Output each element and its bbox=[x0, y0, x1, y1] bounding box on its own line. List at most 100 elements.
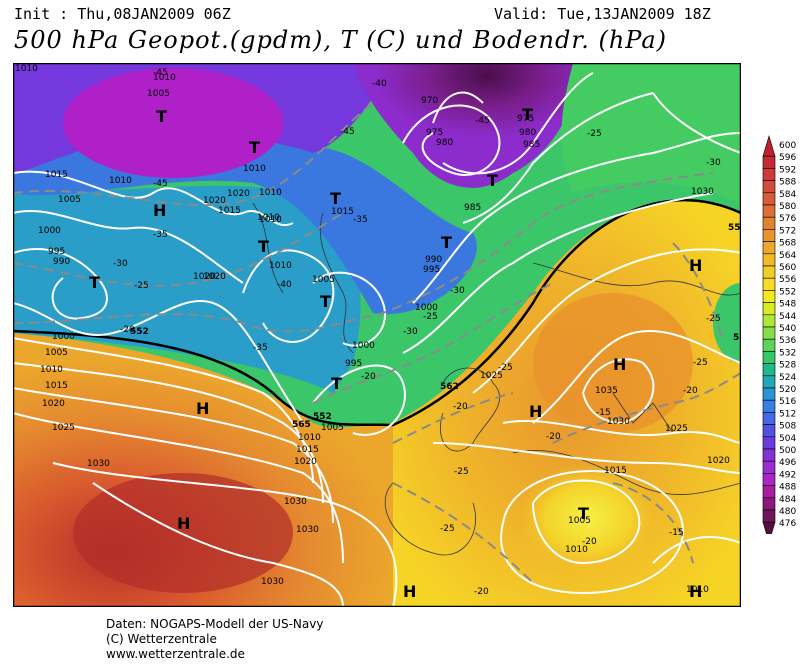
svg-text:-25: -25 bbox=[134, 281, 149, 291]
low-label: T bbox=[522, 105, 533, 124]
svg-text:-30: -30 bbox=[706, 158, 721, 168]
legend-level-label: 484 bbox=[779, 495, 796, 505]
svg-text:970: 970 bbox=[421, 96, 438, 106]
legend-swatch bbox=[762, 204, 776, 218]
svg-text:1010: 1010 bbox=[40, 365, 63, 375]
legend-level-label: 560 bbox=[779, 263, 796, 273]
svg-text:1030: 1030 bbox=[691, 187, 714, 197]
legend-swatch bbox=[762, 375, 776, 389]
footer-source: Daten: NOGAPS-Modell der US-Navy bbox=[106, 617, 324, 631]
footer-website[interactable]: www.wetterzentrale.de bbox=[106, 647, 245, 661]
high-label: H bbox=[153, 201, 166, 220]
legend-level-label: 480 bbox=[779, 507, 796, 517]
legend-level-label: 564 bbox=[779, 251, 796, 261]
legend-level-label: 552 bbox=[779, 287, 796, 297]
legend-level-label: 584 bbox=[779, 190, 796, 200]
svg-text:1015: 1015 bbox=[45, 170, 68, 180]
low-label: T bbox=[487, 171, 498, 190]
legend-level-label: 496 bbox=[779, 458, 796, 468]
svg-text:980: 980 bbox=[519, 128, 536, 138]
legend-level-label: 492 bbox=[779, 470, 796, 480]
svg-text:1010: 1010 bbox=[153, 73, 176, 83]
svg-text:-45: -45 bbox=[153, 179, 168, 189]
svg-text:-35: -35 bbox=[253, 343, 268, 353]
svg-text:-20: -20 bbox=[546, 432, 561, 442]
low-label: T bbox=[441, 233, 452, 252]
svg-text:552: 552 bbox=[313, 412, 332, 422]
svg-text:1010: 1010 bbox=[269, 261, 292, 271]
svg-text:1020: 1020 bbox=[203, 272, 226, 282]
legend-level-label: 512 bbox=[779, 409, 796, 419]
svg-text:-20: -20 bbox=[474, 587, 489, 597]
isotherm-labels: -45 -45 -35 -30 -25 -20 -40 -35 -30 -25 … bbox=[113, 68, 721, 597]
svg-text:1000: 1000 bbox=[38, 226, 61, 236]
legend-level-label: 488 bbox=[779, 483, 796, 493]
legend-level-label: 544 bbox=[779, 312, 796, 322]
legend-swatch bbox=[762, 521, 776, 534]
svg-text:1010: 1010 bbox=[109, 176, 132, 186]
svg-text:1010: 1010 bbox=[298, 433, 321, 443]
legend-swatch bbox=[762, 253, 776, 267]
svg-text:985: 985 bbox=[464, 203, 481, 213]
legend-swatch bbox=[762, 387, 776, 401]
legend-level-label: 592 bbox=[779, 165, 796, 175]
legend-swatch bbox=[762, 277, 776, 291]
legend-level-label: 536 bbox=[779, 336, 796, 346]
legend-swatch bbox=[762, 412, 776, 425]
legend-swatch bbox=[762, 473, 776, 486]
legend-swatch bbox=[762, 424, 776, 438]
svg-text:-25: -25 bbox=[587, 129, 602, 139]
svg-text:980: 980 bbox=[436, 138, 453, 148]
svg-text:552: 552 bbox=[733, 333, 741, 343]
svg-text:1020: 1020 bbox=[707, 456, 730, 466]
warm-core-east bbox=[533, 293, 693, 433]
legend-level-label: 520 bbox=[779, 385, 796, 395]
svg-text:1020: 1020 bbox=[227, 189, 250, 199]
svg-text:1015: 1015 bbox=[296, 445, 319, 455]
low-label: T bbox=[578, 504, 589, 523]
legend-swatch bbox=[762, 363, 776, 377]
svg-text:1005: 1005 bbox=[568, 516, 591, 526]
svg-text:1010: 1010 bbox=[259, 215, 282, 225]
legend-swatch bbox=[762, 180, 776, 194]
svg-text:-20: -20 bbox=[120, 325, 135, 335]
legend-swatch bbox=[762, 192, 776, 206]
svg-text:995: 995 bbox=[48, 247, 65, 257]
svg-text:-30: -30 bbox=[113, 259, 128, 269]
legend-swatch bbox=[762, 241, 776, 255]
legend-swatch bbox=[762, 509, 776, 523]
svg-text:-45: -45 bbox=[153, 68, 168, 78]
legend-level-label: 580 bbox=[779, 202, 796, 212]
valid-time: Valid: Tue,13JAN2009 18Z bbox=[494, 5, 711, 23]
legend-level-label: 568 bbox=[779, 239, 796, 249]
geopot-labels: 552 562 565 552 552 552 bbox=[130, 223, 741, 430]
svg-text:990: 990 bbox=[425, 255, 442, 265]
legend-swatch bbox=[762, 216, 776, 230]
high-label: H bbox=[613, 355, 626, 374]
legend-level-label: 576 bbox=[779, 214, 796, 224]
svg-text:-25: -25 bbox=[706, 314, 721, 324]
svg-text:1000: 1000 bbox=[52, 332, 75, 342]
init-time: Init : Thu,08JAN2009 06Z bbox=[14, 5, 231, 23]
svg-text:1020: 1020 bbox=[42, 399, 65, 409]
svg-text:990: 990 bbox=[53, 257, 70, 267]
svg-text:552: 552 bbox=[728, 223, 741, 233]
legend-level-label: 528 bbox=[779, 361, 796, 371]
legend-swatch bbox=[762, 302, 776, 316]
svg-text:-40: -40 bbox=[277, 280, 292, 290]
svg-text:1010: 1010 bbox=[243, 164, 266, 174]
svg-text:975: 975 bbox=[517, 114, 534, 124]
svg-text:995: 995 bbox=[423, 265, 440, 275]
svg-text:1010: 1010 bbox=[686, 585, 709, 595]
svg-text:1010: 1010 bbox=[565, 545, 588, 555]
svg-text:-20: -20 bbox=[582, 537, 597, 547]
legend-level-label: 596 bbox=[779, 153, 796, 163]
svg-text:1010: 1010 bbox=[259, 188, 282, 198]
svg-text:1005: 1005 bbox=[312, 275, 335, 285]
svg-text:1000: 1000 bbox=[415, 303, 438, 313]
legend-swatch bbox=[762, 168, 776, 181]
legend-level-label: 556 bbox=[779, 275, 796, 285]
svg-text:-35: -35 bbox=[153, 230, 168, 240]
legend-level-label: 504 bbox=[779, 434, 796, 444]
svg-text:1005: 1005 bbox=[321, 423, 344, 433]
